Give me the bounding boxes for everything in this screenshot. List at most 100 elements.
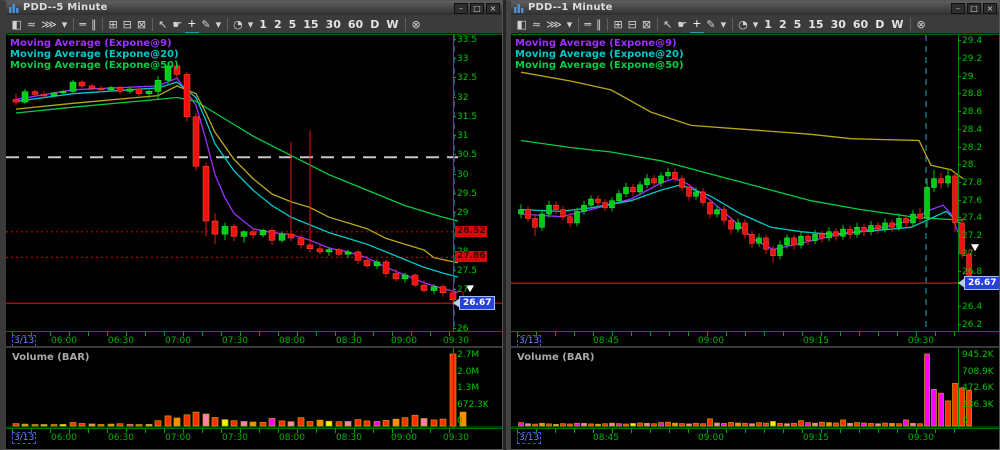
- draw-tool-caret-icon[interactable]: ▾: [215, 17, 222, 31]
- minimize-button[interactable]: –: [454, 2, 468, 14]
- time-tick: [821, 332, 822, 336]
- time-tick: [517, 332, 518, 336]
- grid-cross-icon[interactable]: ⊠: [136, 17, 147, 31]
- close-study-icon[interactable]: ⊗: [916, 17, 926, 31]
- crosshair-tool-icon[interactable]: +: [689, 15, 704, 33]
- time-tick: [745, 332, 746, 336]
- timeframe-2-button[interactable]: 2: [273, 17, 282, 31]
- timeframe-5-button[interactable]: 5: [288, 17, 297, 31]
- time-tick: [840, 429, 841, 433]
- price-chart[interactable]: Moving Average (Expone@9) Moving Average…: [511, 34, 999, 331]
- volume-pane[interactable]: Volume (BAR) 945.2K 708.9K 472.6K 236.3K 0: [511, 346, 999, 428]
- toolbar-separator: [101, 17, 103, 31]
- time-tick: [411, 332, 412, 336]
- toolbar-separator: [656, 17, 658, 31]
- time-tick: [316, 429, 317, 433]
- time-axis-bottom: 3/13 08:45 09:00 09:15 09:30: [511, 428, 999, 448]
- time-tick: [392, 332, 393, 336]
- chart-style-caret-icon[interactable]: ▾: [61, 17, 68, 31]
- volume-pane[interactable]: Volume (BAR) 2.7M 2.0M 1.3M 672.3K 0: [6, 346, 502, 428]
- time-label: 09:30: [443, 433, 469, 443]
- timeframe-60-button[interactable]: 60: [347, 17, 364, 31]
- timeframe-15-button[interactable]: 15: [303, 17, 319, 31]
- volume-profile-icon[interactable]: ◧: [11, 17, 22, 31]
- vertical-line-tool-icon[interactable]: ∥: [595, 17, 602, 31]
- draw-tool-icon[interactable]: ✎: [201, 17, 211, 31]
- time-tick: [726, 429, 727, 433]
- chart-style-caret-icon[interactable]: ▾: [566, 17, 573, 31]
- time-tick: [954, 332, 955, 336]
- volume-profile-icon[interactable]: ◧: [516, 17, 527, 31]
- time-label: 08:45: [593, 433, 619, 443]
- close-button[interactable]: ×: [983, 2, 997, 14]
- timeframe-caret-icon[interactable]: ▾: [752, 17, 759, 31]
- horizontal-line-tool-icon[interactable]: ═: [79, 17, 86, 31]
- vertical-line-tool-icon[interactable]: ∥: [90, 17, 97, 31]
- volume-label: Volume (BAR): [12, 352, 90, 363]
- pan-tool-icon[interactable]: ☛: [677, 17, 688, 31]
- chart-toolbar: ◧ ≈ ⋙ ▾ ═ ∥ ⊞ ⊟ ⊠ ↖ ☛ + ✎ ▾ ◔ ▾ 1 2 5 15 30 60 D W ⊗: [511, 15, 999, 34]
- time-label: 08:30: [336, 433, 362, 443]
- line-chart-icon[interactable]: ≈: [531, 17, 542, 31]
- time-label: 08:30: [336, 336, 362, 346]
- timeframe-1-button[interactable]: 1: [764, 17, 772, 31]
- timeframe-clock-icon[interactable]: ◔: [738, 17, 748, 31]
- time-label: 06:00: [51, 336, 77, 346]
- timeframe-60-button[interactable]: 60: [852, 17, 869, 31]
- time-tick: [821, 429, 822, 433]
- time-tick: [107, 332, 108, 336]
- timeframe-30-button[interactable]: 30: [830, 17, 846, 31]
- close-button[interactable]: ×: [486, 2, 500, 14]
- time-tick: [259, 429, 260, 433]
- timeframe-5-button[interactable]: 5: [793, 17, 802, 31]
- grid-rows-icon[interactable]: ⊟: [627, 17, 637, 31]
- close-study-icon[interactable]: ⊗: [411, 17, 421, 31]
- time-tick: [335, 332, 336, 336]
- market-depth-icon[interactable]: ⋙: [546, 17, 562, 31]
- draw-tool-icon[interactable]: ✎: [706, 17, 716, 31]
- timeframe-30-button[interactable]: 30: [325, 17, 341, 31]
- minimize-button[interactable]: –: [951, 2, 965, 14]
- titlebar[interactable]: PDD--5 Minute – □ ×: [6, 1, 502, 15]
- line-chart-icon[interactable]: ≈: [26, 17, 37, 31]
- time-tick: [840, 332, 841, 336]
- time-label: 09:00: [698, 336, 724, 346]
- legend-ma-20: Moving Average (Expone@20): [515, 49, 684, 60]
- horizontal-line-tool-icon[interactable]: ═: [584, 17, 591, 31]
- timeframe-1-button[interactable]: 1: [259, 17, 267, 31]
- timeframe-15-button[interactable]: 15: [808, 17, 824, 31]
- timeframe-caret-icon[interactable]: ▾: [247, 17, 254, 31]
- crosshair-tool-icon[interactable]: +: [184, 15, 199, 33]
- timeframe-day-button[interactable]: D: [370, 17, 380, 31]
- time-tick: [449, 332, 450, 336]
- pointer-tool-icon[interactable]: ↖: [663, 17, 673, 31]
- timeframe-day-button[interactable]: D: [875, 17, 885, 31]
- grid-cross-icon[interactable]: ⊠: [641, 17, 652, 31]
- market-depth-icon[interactable]: ⋙: [41, 17, 57, 31]
- time-label: 09:30: [443, 336, 469, 346]
- timeframe-week-button[interactable]: W: [386, 17, 399, 31]
- time-label: 09:00: [698, 433, 724, 443]
- toolbar-separator: [226, 17, 228, 31]
- pan-tool-icon[interactable]: ☛: [172, 17, 183, 31]
- grid-all-icon[interactable]: ⊞: [613, 17, 623, 31]
- pointer-tool-icon[interactable]: ↖: [158, 17, 168, 31]
- timeframe-2-button[interactable]: 2: [778, 17, 787, 31]
- chart-window-pdd-1min: PDD--1 Minute – □ × ◧ ≈ ⋙ ▾ ═ ∥ ⊞ ⊟ ⊠ ↖ ☛ + ✎ ▾ ◔ ▾ 1 2 5 1…: [506, 0, 1000, 450]
- legend-ma-50: Moving Average (Expone@50): [10, 60, 179, 71]
- timeframe-clock-icon[interactable]: ◔: [233, 17, 243, 31]
- grid-rows-icon[interactable]: ⊟: [122, 17, 132, 31]
- titlebar[interactable]: PDD--1 Minute – □ ×: [511, 1, 999, 15]
- draw-tool-caret-icon[interactable]: ▾: [720, 17, 727, 31]
- timeframe-week-button[interactable]: W: [891, 17, 904, 31]
- chart-toolbar: ◧ ≈ ⋙ ▾ ═ ∥ ⊞ ⊟ ⊠ ↖ ☛ + ✎ ▾ ◔ ▾ 1 2 5 15 30 60 D W ⊗: [6, 15, 502, 34]
- price-chart[interactable]: Moving Average (Expone@9) Moving Average…: [6, 34, 502, 331]
- grid-all-icon[interactable]: ⊞: [108, 17, 118, 31]
- toolbar-separator: [606, 17, 608, 31]
- time-tick: [555, 332, 556, 336]
- time-tick: [631, 429, 632, 433]
- restore-button[interactable]: □: [470, 2, 484, 14]
- time-tick: [107, 429, 108, 433]
- legend-ma-20: Moving Average (Expone@20): [10, 49, 179, 60]
- restore-button[interactable]: □: [967, 2, 981, 14]
